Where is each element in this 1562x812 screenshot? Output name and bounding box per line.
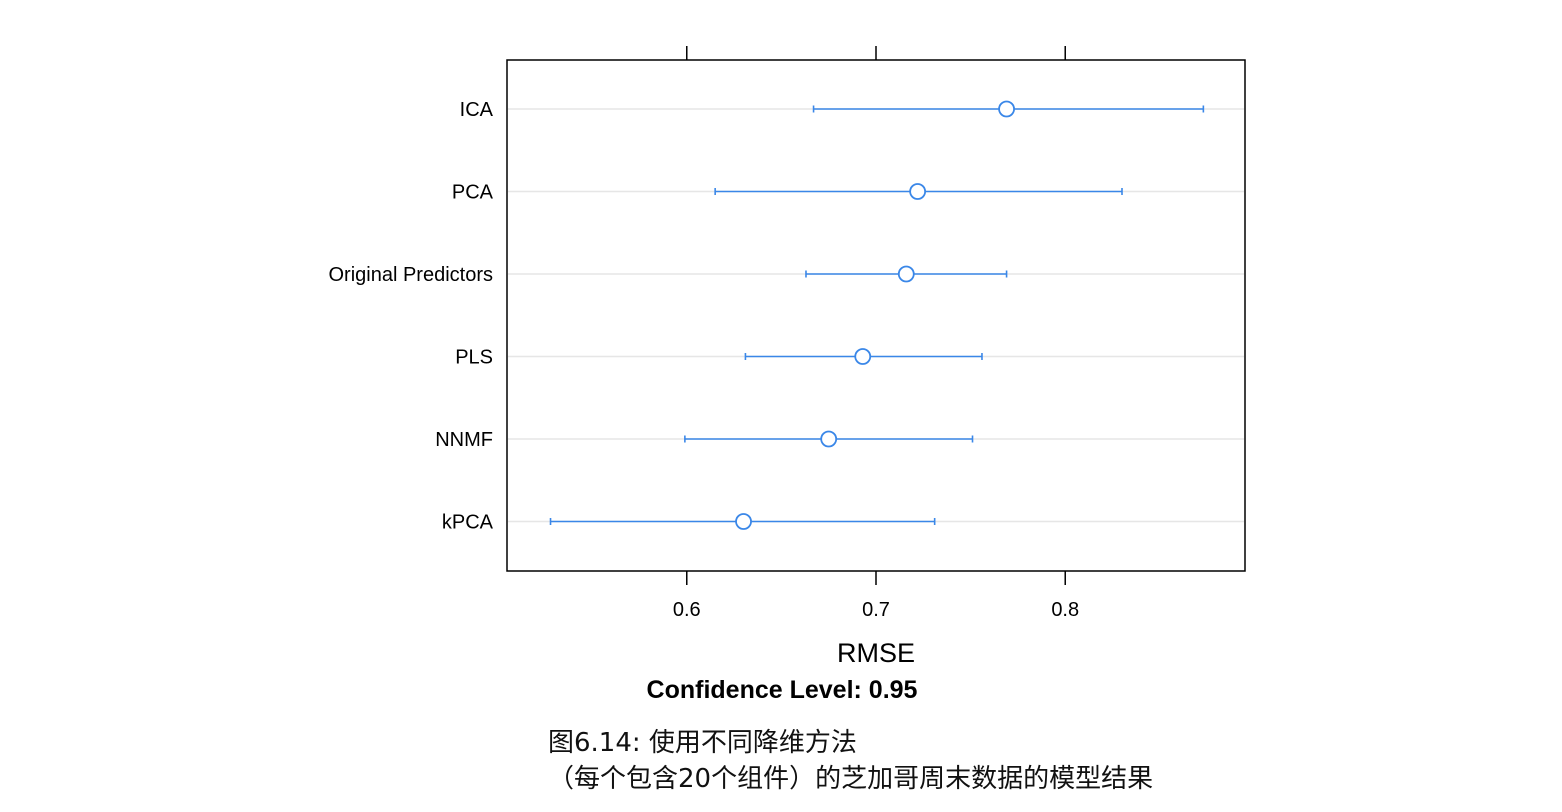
point-estimate [909,183,927,200]
x-tick-label: 0.8 [1051,599,1079,621]
point-estimate [998,100,1015,118]
category-label: Original Predictors [328,264,493,286]
data-marks [549,100,1205,530]
point-estimate [854,348,872,365]
category-label: ICA [460,99,494,121]
category-label: PCA [452,182,494,204]
caption-line-2: （每个包含20个组件）的芝加哥周末数据的模型结果 [548,764,1154,794]
chart: 0.6 0.7 0.8 ICA PCA Original Predictors PLS NN… [328,46,1246,704]
category-labels: ICA PCA Original Predictors PLS NNMF kPCA [328,99,493,534]
category-label: kPCA [442,512,494,534]
figure-caption: 图6.14: 使用不同降维方法 （每个包含20个组件）的芝加哥周末数据的模型结果 [548,725,1153,797]
x-tick-label: 0.6 [673,599,701,621]
x-tick-label: 0.7 [862,599,890,621]
x-axis-label: RMSE [837,638,915,668]
caption-line-1: 图6.14: 使用不同降维方法 [548,728,857,758]
category-label: NNMF [435,429,493,451]
point-estimate [897,265,915,283]
plot-frame [506,59,1246,572]
point-estimate [820,430,838,448]
x-axis: 0.6 0.7 0.8 [673,46,1079,621]
confidence-level-label: Confidence Level: 0.95 [647,676,918,704]
grid-lines [508,108,1244,523]
point-estimate [735,513,752,530]
category-label: PLS [455,347,493,369]
